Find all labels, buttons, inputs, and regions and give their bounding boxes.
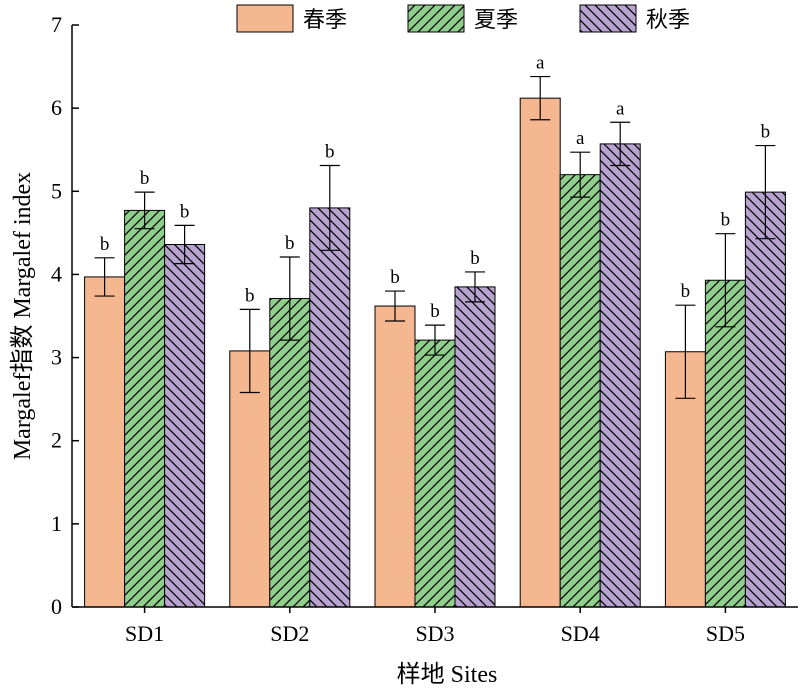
significance-label: b: [470, 248, 480, 269]
y-tick-label: 6: [51, 95, 62, 120]
error-bar: [465, 271, 485, 303]
bar-sd3-series-3: [454, 286, 496, 608]
y-tick-label: 3: [51, 345, 62, 370]
y-tick-label: 5: [51, 178, 62, 203]
significance-label: b: [180, 201, 190, 222]
legend-label: 夏季: [474, 7, 518, 32]
error-bar: [239, 308, 260, 394]
significance-label: a: [576, 128, 585, 149]
error-bar: [570, 151, 591, 198]
legend-item-3: 秋季: [579, 4, 690, 33]
significance-label: b: [430, 301, 440, 322]
legend-swatch: [407, 4, 465, 33]
bars: [84, 97, 786, 608]
y-tick-label: 2: [51, 428, 62, 453]
y-tick-label: 0: [51, 594, 62, 619]
x-tick-label: SD5: [706, 621, 745, 646]
y-ticks: 0 1 2 3 4 5 6 7: [51, 12, 79, 619]
legend: 春季 夏季 秋季: [236, 4, 690, 33]
significance-label: b: [245, 285, 255, 306]
bar-sd4-series-2: [559, 174, 601, 608]
significance-labels: b b b b b b b b b a a a b b b: [100, 53, 770, 323]
x-tick-label: SD2: [270, 621, 309, 646]
bar-sd2-series-2: [269, 298, 311, 608]
significance-label: b: [100, 234, 110, 255]
significance-label: a: [536, 53, 545, 74]
legend-item-1: 春季: [236, 4, 347, 33]
error-bar: [279, 256, 300, 341]
legend-swatch: [236, 4, 294, 33]
significance-label: b: [761, 122, 771, 143]
significance-label: b: [140, 168, 150, 189]
error-bar: [94, 257, 115, 297]
significance-label: b: [681, 281, 691, 302]
x-axis-label: 样地 Sites: [397, 661, 498, 688]
significance-label: b: [325, 142, 335, 163]
significance-label: b: [721, 210, 731, 231]
y-axis-label: Margalef指数 Margalef index: [9, 172, 36, 460]
error-bar: [425, 324, 445, 356]
error-bar: [610, 121, 631, 167]
bar-sd5-series-2: [704, 279, 746, 608]
bar-sd1-series-1: [84, 276, 126, 608]
x-tick-label: SD4: [561, 621, 600, 646]
bar-sd4-series-3: [599, 143, 641, 608]
legend-item-2: 夏季: [407, 4, 518, 33]
x-tick-label: SD3: [415, 621, 454, 646]
error-bar: [174, 224, 195, 265]
bar-sd3-series-2: [414, 339, 456, 608]
y-tick-label: 4: [51, 261, 62, 286]
error-bar: [385, 290, 405, 322]
x-tick-label: SD1: [125, 621, 164, 646]
error-bar: [134, 191, 155, 230]
legend-swatch: [579, 4, 637, 33]
error-bars: [94, 75, 776, 399]
significance-label: b: [390, 267, 400, 288]
bar-sd1-series-3: [164, 243, 206, 608]
bar-sd2-series-1: [229, 350, 271, 608]
bar-sd5-series-3: [744, 191, 786, 608]
x-ticks: SD1 SD2 SD3 SD4 SD5: [125, 607, 745, 646]
bar-sd4-series-1: [519, 97, 561, 608]
error-bar: [755, 144, 776, 240]
y-tick-label: 7: [51, 12, 62, 37]
y-tick-label: 1: [51, 511, 62, 536]
error-bar: [319, 164, 340, 251]
error-bar: [715, 233, 736, 328]
bar-sd1-series-2: [124, 209, 166, 608]
bar-sd3-series-1: [374, 305, 416, 608]
significance-label: b: [285, 233, 295, 254]
significance-label: a: [616, 98, 625, 119]
legend-label: 秋季: [646, 7, 690, 32]
error-bar: [675, 304, 696, 399]
error-bar: [530, 75, 551, 121]
legend-label: 春季: [303, 7, 347, 32]
bar-sd2-series-3: [309, 207, 351, 608]
